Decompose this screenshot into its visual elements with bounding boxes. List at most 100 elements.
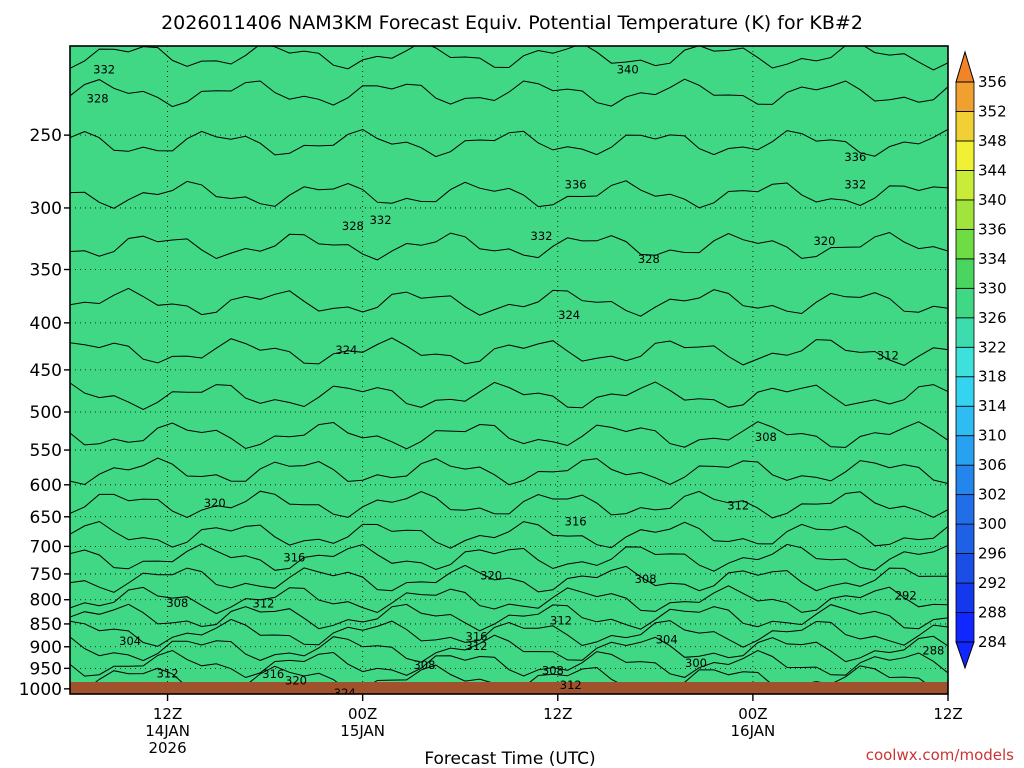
contour-label: 312 [550, 614, 572, 628]
contour-label: 332 [844, 178, 866, 192]
y-tick-label: 350 [30, 261, 62, 281]
isopleth-line [70, 618, 948, 648]
colorbar-label: 352 [978, 102, 1007, 120]
y-tick-label: 550 [30, 441, 62, 461]
y-tick-label: 400 [30, 314, 62, 334]
colorbar-label: 306 [978, 456, 1007, 474]
isopleth-line [70, 490, 948, 519]
colorbar-label: 318 [978, 368, 1007, 386]
colorbar-top-arrow [955, 50, 975, 83]
isopleth-line [70, 634, 948, 663]
colorbar-band [955, 170, 975, 201]
isopleth-line [70, 337, 948, 366]
y-tick-label: 500 [30, 403, 62, 423]
colorbar-band [955, 111, 975, 142]
isopleth-line [70, 457, 948, 486]
y-tick-label: 450 [30, 361, 62, 381]
x-tick-label: 12Z [153, 705, 182, 723]
contour-label: 320 [813, 234, 835, 248]
colorbar-band [955, 376, 975, 407]
contour-label: 288 [922, 643, 944, 657]
y-tick-label: 300 [30, 199, 62, 219]
contour-label: 312 [877, 348, 899, 362]
y-tick-label: 900 [30, 638, 62, 658]
contour-label: 320 [480, 569, 502, 583]
contour-label: 304 [119, 634, 141, 648]
contour-label: 312 [253, 597, 275, 611]
colorbar-bottom-arrow [955, 641, 975, 670]
contour-label: 312 [727, 499, 749, 513]
contour-labels: 332 328 340 336 332 336 328 332 332 328 320 324 324 3… [87, 62, 945, 700]
colorbar-label: 322 [978, 338, 1007, 356]
contour-label: 332 [370, 213, 392, 227]
contour-label: 300 [685, 656, 707, 670]
colorbar-band [955, 228, 975, 260]
x-tick-label: 14JAN [145, 722, 190, 740]
colorbar-band [955, 612, 975, 643]
contour-label: 312 [157, 666, 179, 680]
theta-e-shading [70, 46, 948, 694]
colorbar-label: 310 [978, 427, 1007, 445]
y-tick-label: 250 [30, 126, 62, 146]
colorbar-band [955, 523, 975, 554]
colorbar-band [955, 405, 975, 437]
colorbar-band [955, 199, 975, 230]
x-tick-label: 15JAN [340, 722, 385, 740]
colorbar-label: 292 [978, 574, 1007, 592]
contour-label: 328 [342, 219, 364, 233]
contour-label: 332 [93, 62, 115, 76]
colorbar-band [955, 553, 975, 584]
colorbar-label: 300 [978, 515, 1007, 533]
contour-label: 304 [656, 633, 678, 647]
contour-label: 308 [635, 572, 657, 586]
chart-title: 2026011406 NAM3KM Forecast Equiv. Potent… [161, 12, 863, 34]
colorbar-label: 334 [978, 250, 1007, 268]
colorbar-band [955, 464, 975, 496]
colorbar-band [955, 140, 975, 171]
colorbar-label: 344 [978, 161, 1007, 179]
x-tick-label: 00Z [738, 705, 767, 723]
y-tick-label: 800 [30, 591, 62, 611]
contour-label: 324 [334, 686, 356, 700]
isopleth-line [70, 649, 948, 679]
contour-label: 340 [617, 62, 639, 76]
terrain-strip [70, 682, 948, 694]
contour-label: 324 [335, 343, 357, 357]
contour-label: 308 [413, 658, 435, 672]
x-tick-label: 00Z [348, 705, 377, 723]
grid-lines [70, 46, 948, 694]
isopleth-line [70, 564, 948, 593]
isopleth-line [70, 46, 948, 71]
contour-label: 308 [755, 430, 777, 444]
contour-label: 316 [283, 551, 305, 565]
colorbar-band [955, 346, 975, 378]
isopleth-line [70, 128, 948, 158]
pressure-axis: 250 300 350 400 450 500 550 600 650 700 750 800 850 9… [19, 126, 70, 700]
colorbar-label: 296 [978, 545, 1007, 563]
colorbar-label: 326 [978, 309, 1007, 327]
colorbar-band [955, 81, 975, 112]
contour-label: 292 [895, 589, 917, 603]
isopleth-line [70, 78, 948, 108]
contour-label: 316 [466, 629, 488, 643]
isopleth-line [70, 421, 948, 450]
colorbar-label: 330 [978, 279, 1007, 297]
colorbar-label: 356 [978, 73, 1007, 91]
y-tick-label: 950 [30, 659, 62, 679]
isopleth-line [70, 381, 948, 410]
colorbar-label: 288 [978, 604, 1007, 622]
colorbar-label: 314 [978, 397, 1007, 415]
x-tick-label: 12Z [933, 705, 962, 723]
y-tick-label: 700 [30, 537, 62, 557]
contour-label: 316 [262, 667, 284, 681]
x-tick-label: 2026 [148, 739, 186, 757]
x-tick-label: 12Z [543, 705, 572, 723]
colorbar-label: 340 [978, 191, 1007, 209]
plot-area: 332 328 340 336 332 336 328 332 332 328 320 324 324 3… [70, 46, 948, 700]
isopleth-line [70, 180, 948, 209]
contour-label: 312 [466, 639, 488, 653]
y-tick-label: 750 [30, 565, 62, 585]
contour-label: 320 [204, 496, 226, 510]
isopleth-line [70, 543, 948, 572]
